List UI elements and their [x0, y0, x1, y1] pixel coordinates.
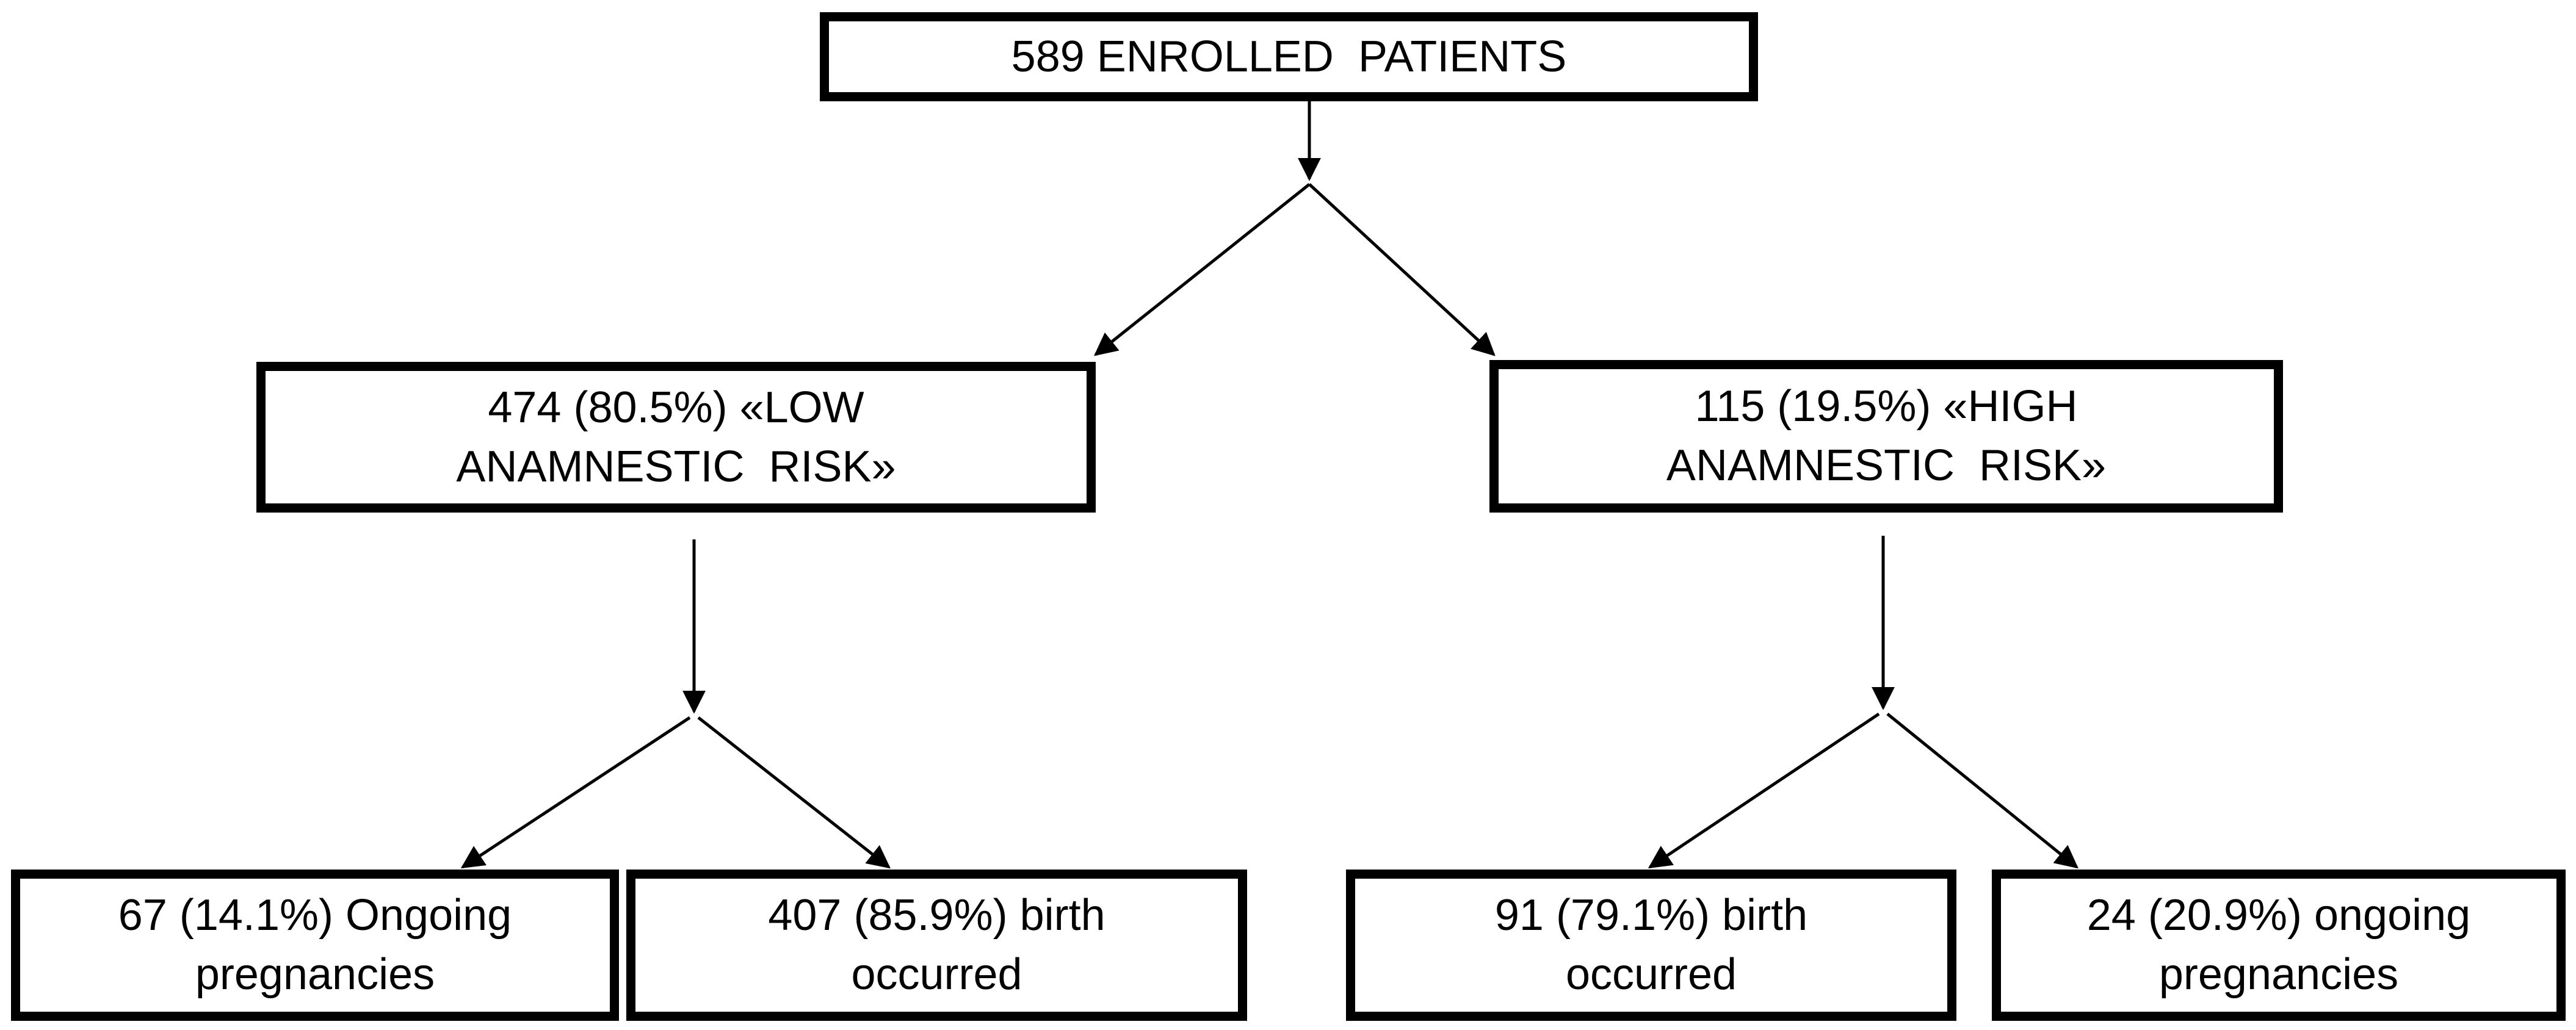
node-label: 407 (85.9%) birth [768, 891, 1105, 940]
edge-low-risk-to-low-ongoing [460, 716, 691, 869]
node-high-risk-ongoing-pregnancies: 24 (20.9%) ongoing pregnancies [1992, 870, 2566, 1021]
node-low-anamnestic-risk: 474 (80.5%) «LOW ANAMNESTIC RISK» [256, 362, 1096, 513]
node-label: pregnancies [2158, 950, 2399, 999]
edge-enrolled-to-low-risk [1094, 183, 1311, 356]
node-low-risk-birth-occurred: 407 (85.9%) birth occurred [626, 870, 1247, 1021]
edge-enrolled-to-high-risk [1308, 183, 1496, 356]
node-label: 91 (79.1%) birth [1494, 891, 1808, 940]
node-label: 589 ENROLLED PATIENTS [1011, 32, 1567, 81]
node-label: 474 (80.5%) «LOW [488, 383, 864, 432]
node-high-risk-birth-occurred: 91 (79.1%) birth occurred [1346, 870, 1956, 1021]
node-label: occurred [851, 950, 1022, 999]
node-label: pregnancies [195, 950, 435, 999]
edge-low-risk-to-low-birth [697, 716, 891, 869]
node-label: occurred [1565, 950, 1737, 999]
node-enrolled-patients: 589 ENROLLED PATIENTS [820, 12, 1758, 101]
node-low-risk-ongoing-pregnancies: 67 (14.1%) Ongoing pregnancies [11, 870, 619, 1021]
node-high-anamnestic-risk: 115 (19.5%) «HIGH ANAMNESTIC RISK» [1489, 360, 2283, 513]
node-label: 115 (19.5%) «HIGH [1695, 382, 2078, 431]
node-label: 67 (14.1%) Ongoing [118, 891, 512, 940]
node-label: ANAMNESTIC RISK» [456, 442, 896, 491]
edge-high-risk-to-high-birth [1648, 712, 1880, 869]
node-label: 24 (20.9%) ongoing [2086, 891, 2471, 940]
node-label: ANAMNESTIC RISK» [1666, 441, 2107, 490]
edge-high-risk-to-high-ongoing [1886, 713, 2079, 869]
